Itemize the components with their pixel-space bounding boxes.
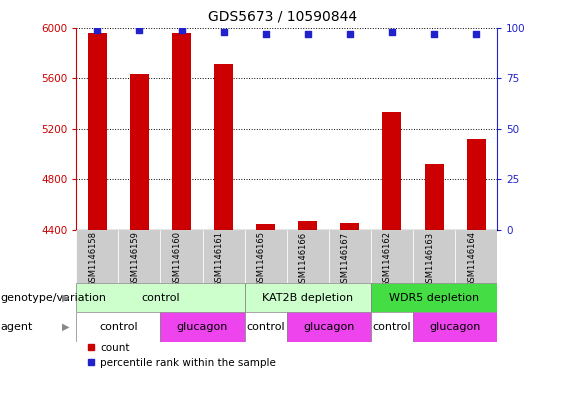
Text: KAT2B depletion: KAT2B depletion (262, 293, 353, 303)
Bar (256, 224, 275, 230)
Text: glucagon: glucagon (429, 322, 481, 332)
Bar (298, 221, 318, 230)
Bar (371, 312, 413, 342)
Bar (76, 312, 160, 342)
Bar (371, 230, 413, 283)
Text: control: control (99, 322, 138, 332)
Text: control: control (373, 322, 411, 332)
Point (135, 26, 144, 33)
Bar (160, 230, 202, 283)
Text: GSM1146162: GSM1146162 (383, 231, 392, 288)
Text: glucagon: glucagon (303, 322, 354, 332)
Text: GSM1146167: GSM1146167 (341, 231, 350, 288)
Text: GSM1146165: GSM1146165 (257, 231, 266, 288)
Text: GDS5673 / 10590844: GDS5673 / 10590844 (208, 10, 357, 24)
Point (388, 28, 397, 35)
Point (177, 26, 186, 33)
Text: WDR5 depletion: WDR5 depletion (389, 293, 479, 303)
Bar (172, 33, 191, 230)
Text: GSM1146160: GSM1146160 (172, 231, 181, 288)
Bar (214, 64, 233, 230)
Bar (424, 164, 444, 230)
Text: control: control (246, 322, 285, 332)
Bar (202, 230, 245, 283)
Legend: count, percentile rank within the sample: count, percentile rank within the sample (81, 338, 280, 372)
Text: glucagon: glucagon (177, 322, 228, 332)
Bar (245, 283, 371, 312)
Text: agent: agent (0, 322, 32, 332)
Bar (130, 74, 149, 230)
Bar (287, 312, 371, 342)
Bar (371, 283, 497, 312)
Bar (413, 230, 455, 283)
Text: GSM1146159: GSM1146159 (131, 231, 140, 287)
Bar (76, 283, 245, 312)
Text: ▶: ▶ (62, 322, 69, 332)
Text: GSM1146161: GSM1146161 (215, 231, 224, 288)
Point (429, 30, 438, 37)
Text: GSM1146158: GSM1146158 (88, 231, 97, 288)
Bar (287, 230, 329, 283)
Text: ▶: ▶ (62, 293, 69, 303)
Bar (245, 312, 287, 342)
Bar (119, 230, 160, 283)
Point (93, 26, 102, 33)
Bar (413, 312, 497, 342)
Point (303, 30, 312, 37)
Bar (329, 230, 371, 283)
Text: GSM1146164: GSM1146164 (467, 231, 476, 288)
Bar (340, 223, 359, 230)
Bar (76, 230, 119, 283)
Bar (160, 312, 245, 342)
Point (472, 30, 481, 37)
Text: GSM1146163: GSM1146163 (425, 231, 434, 288)
Bar (455, 230, 497, 283)
Text: control: control (141, 293, 180, 303)
Point (219, 28, 228, 35)
Bar (467, 139, 486, 230)
Bar (245, 230, 287, 283)
Point (261, 30, 270, 37)
Bar (88, 33, 107, 230)
Text: genotype/variation: genotype/variation (0, 293, 106, 303)
Text: GSM1146166: GSM1146166 (299, 231, 308, 288)
Bar (383, 112, 402, 230)
Point (345, 30, 354, 37)
